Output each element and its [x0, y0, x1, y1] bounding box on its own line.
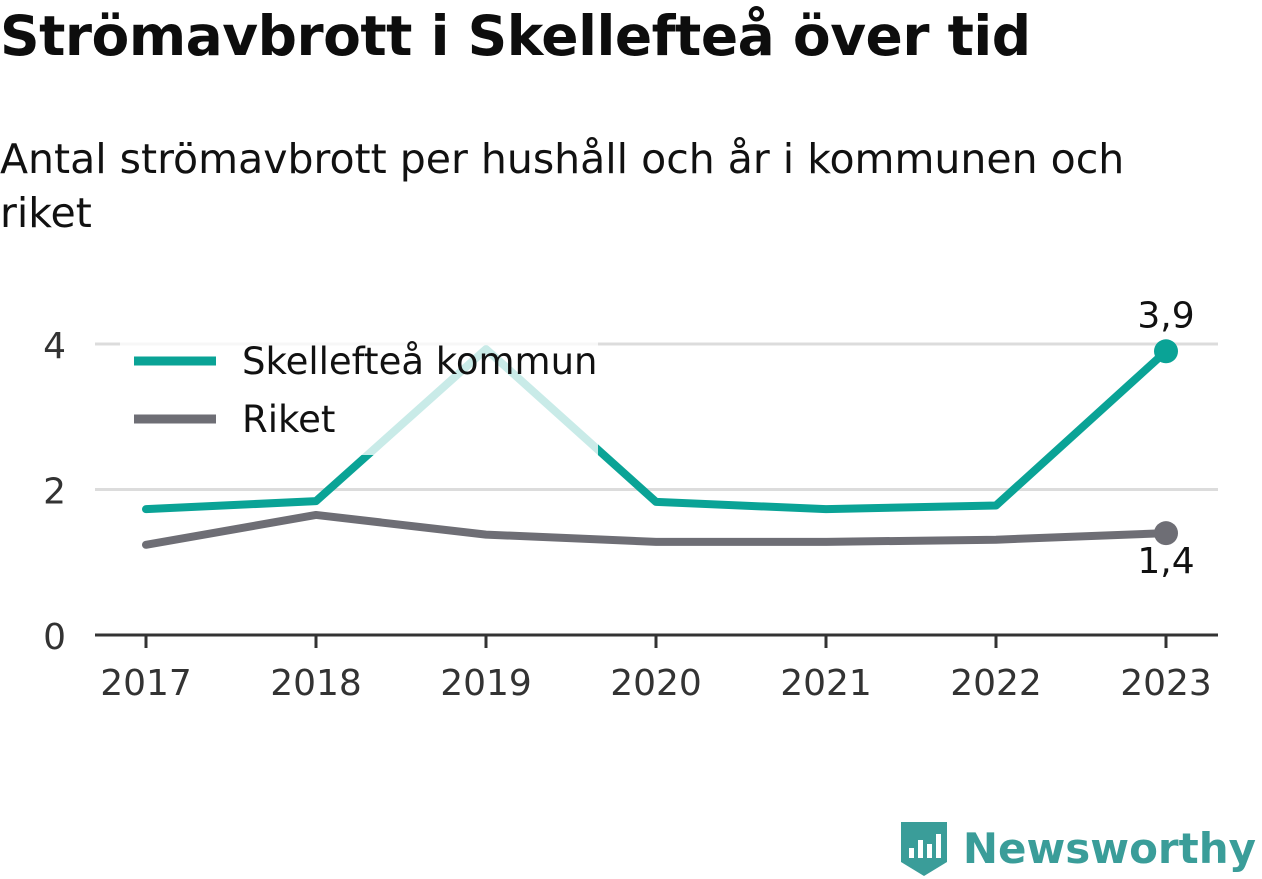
y-tick-label: 2	[43, 472, 66, 513]
x-tick-label: 2022	[950, 663, 1042, 704]
chart-title: Strömavbrott i Skellefteå över tid	[0, 4, 1031, 68]
x-tick-label: 2018	[270, 663, 362, 704]
end-value-label: 3,9	[1137, 295, 1194, 336]
chart-subtitle: Antal strömavbrott per hushåll och år i …	[0, 135, 1125, 237]
series-line	[142, 345, 1170, 514]
end-value-label: 1,4	[1137, 541, 1194, 582]
brand-name: Newsworthy	[962, 823, 1256, 873]
x-tick-label: 2020	[610, 663, 702, 704]
legend-label: Riket	[242, 398, 335, 441]
x-tick-label: 2023	[1120, 663, 1212, 704]
series-line	[142, 510, 1170, 549]
legend: Skellefteå kommun Riket	[120, 327, 598, 455]
newsworthy-logo: Newsworthy	[899, 818, 1256, 878]
bar-chart-flag-icon	[900, 822, 947, 876]
legend-backdrop	[120, 327, 598, 455]
end-point	[1154, 339, 1178, 364]
x-tick-label: 2021	[780, 663, 872, 704]
x-axis: 2017 2018 2019 2020 2021 2022 2023	[95, 633, 1218, 704]
end-points: 3,9 1,4	[1137, 295, 1194, 582]
x-tick-label: 2017	[100, 663, 192, 704]
y-tick-label: 4	[43, 326, 66, 367]
y-axis-ticks: 0 2 4	[43, 326, 66, 658]
legend-label: Skellefteå kommun	[242, 340, 598, 383]
series-lines	[142, 345, 1170, 549]
y-tick-label: 0	[43, 617, 66, 658]
x-tick-label: 2019	[440, 663, 532, 704]
end-point	[1154, 521, 1178, 546]
